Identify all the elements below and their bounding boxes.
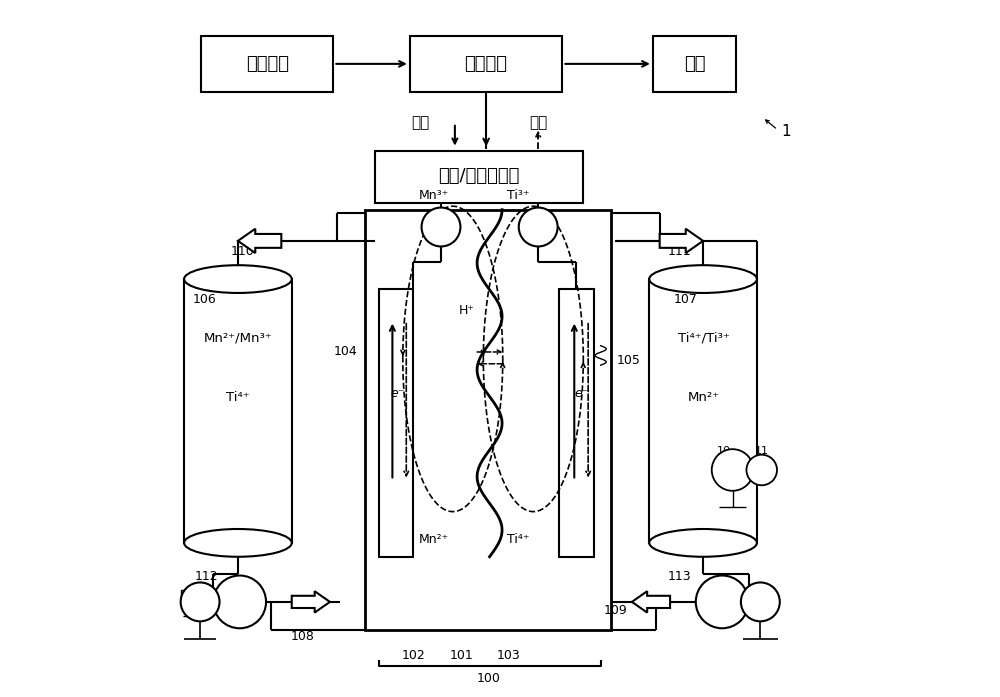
Text: 交流/直流转换器: 交流/直流转换器 bbox=[438, 167, 520, 185]
Circle shape bbox=[696, 576, 749, 628]
Text: 104: 104 bbox=[334, 346, 358, 358]
Text: 放电: 放电 bbox=[529, 116, 547, 130]
Text: Ti⁴⁺: Ti⁴⁺ bbox=[226, 390, 249, 404]
FancyBboxPatch shape bbox=[181, 590, 201, 606]
Circle shape bbox=[519, 208, 558, 247]
FancyBboxPatch shape bbox=[653, 36, 736, 91]
Text: Mn²⁺: Mn²⁺ bbox=[419, 533, 449, 546]
Text: Ti⁴⁺/Ti³⁺: Ti⁴⁺/Ti³⁺ bbox=[678, 332, 729, 344]
FancyBboxPatch shape bbox=[379, 289, 413, 557]
Polygon shape bbox=[292, 591, 330, 613]
Text: 103: 103 bbox=[497, 649, 521, 662]
Ellipse shape bbox=[649, 529, 757, 557]
Ellipse shape bbox=[184, 265, 292, 293]
Text: 发电单元: 发电单元 bbox=[246, 55, 289, 73]
Circle shape bbox=[213, 576, 266, 628]
Text: 102: 102 bbox=[401, 649, 425, 662]
Polygon shape bbox=[632, 591, 670, 613]
FancyBboxPatch shape bbox=[410, 36, 562, 91]
Circle shape bbox=[181, 583, 220, 621]
Circle shape bbox=[741, 583, 780, 621]
Text: 111: 111 bbox=[668, 245, 692, 258]
FancyBboxPatch shape bbox=[201, 36, 333, 91]
Text: Mn³⁺: Mn³⁺ bbox=[419, 190, 449, 202]
Text: 107: 107 bbox=[674, 293, 697, 307]
Text: 113: 113 bbox=[668, 569, 692, 583]
Text: Ti³⁺: Ti³⁺ bbox=[507, 190, 530, 202]
Text: 109: 109 bbox=[604, 604, 628, 618]
Text: Ti⁴⁺: Ti⁴⁺ bbox=[507, 533, 530, 546]
Text: 负荷: 负荷 bbox=[684, 55, 705, 73]
Text: 105: 105 bbox=[617, 354, 641, 367]
Text: Mn²⁺: Mn²⁺ bbox=[687, 390, 719, 404]
Text: 100: 100 bbox=[476, 672, 500, 684]
Text: 1: 1 bbox=[781, 124, 791, 139]
Polygon shape bbox=[238, 229, 281, 253]
FancyBboxPatch shape bbox=[649, 279, 757, 543]
FancyBboxPatch shape bbox=[184, 279, 292, 543]
Text: 充电: 充电 bbox=[411, 116, 429, 130]
Circle shape bbox=[746, 454, 777, 485]
Text: 101: 101 bbox=[450, 649, 474, 662]
Ellipse shape bbox=[649, 265, 757, 293]
Text: 11: 11 bbox=[755, 446, 769, 457]
Text: 112: 112 bbox=[195, 569, 218, 583]
Text: 110: 110 bbox=[231, 245, 254, 258]
Text: 10: 10 bbox=[717, 446, 731, 457]
FancyBboxPatch shape bbox=[375, 151, 583, 203]
Text: Mn²⁺/Mn³⁺: Mn²⁺/Mn³⁺ bbox=[203, 332, 272, 344]
FancyBboxPatch shape bbox=[365, 210, 611, 629]
Text: 106: 106 bbox=[193, 293, 217, 307]
Text: 变电设施: 变电设施 bbox=[465, 55, 508, 73]
Text: −: − bbox=[529, 217, 547, 237]
Polygon shape bbox=[660, 229, 703, 253]
Text: e⁻: e⁻ bbox=[390, 387, 404, 400]
FancyBboxPatch shape bbox=[559, 289, 594, 557]
Text: +: + bbox=[433, 217, 449, 236]
Text: H⁺: H⁺ bbox=[459, 304, 475, 317]
Circle shape bbox=[422, 208, 460, 247]
Text: 108: 108 bbox=[290, 630, 314, 643]
Ellipse shape bbox=[184, 529, 292, 557]
Text: e⁻: e⁻ bbox=[575, 387, 589, 400]
Circle shape bbox=[712, 449, 753, 491]
